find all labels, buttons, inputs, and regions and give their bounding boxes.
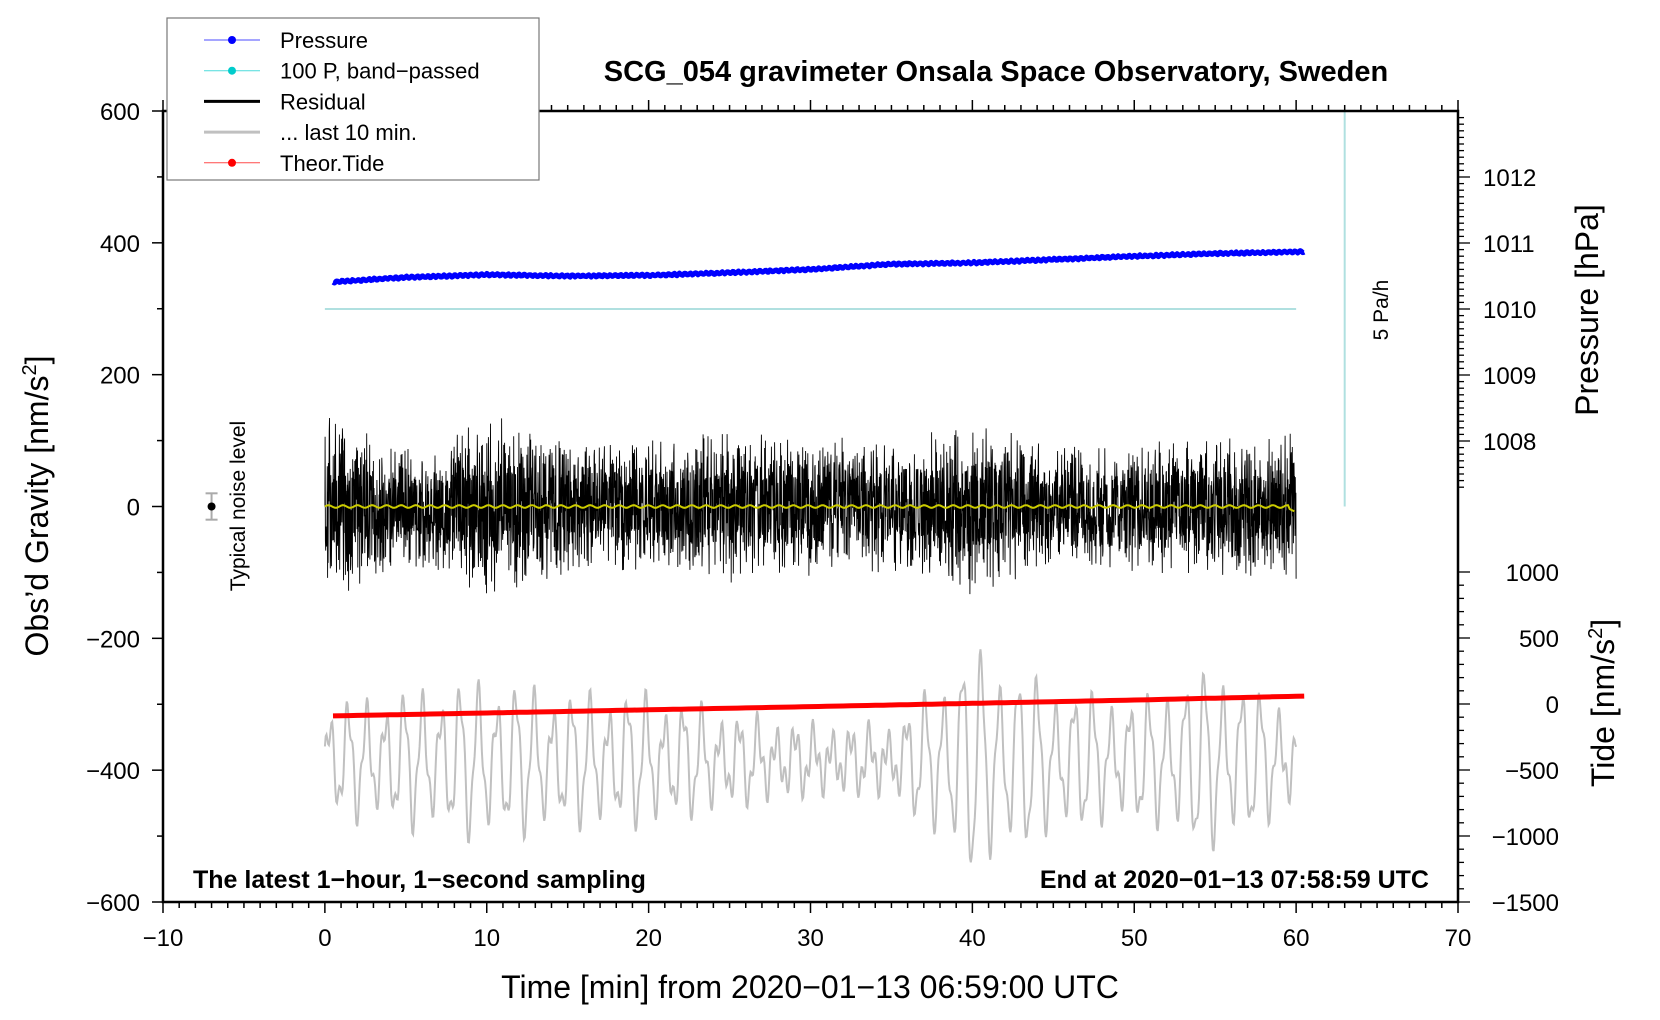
- x-tick-label: 30: [797, 925, 824, 952]
- series-theor-tide: [332, 693, 1305, 719]
- pressure-tick-label: 1010: [1483, 297, 1536, 324]
- y-tick-label: −600: [86, 890, 140, 917]
- series-residual-smoothed: [324, 504, 1295, 513]
- series-residual: [324, 417, 1297, 595]
- legend-label: Pressure: [280, 28, 368, 53]
- tide-tick-label: 1000: [1506, 560, 1559, 587]
- legend-label: ... last 10 min.: [280, 120, 417, 145]
- legend-marker: [228, 36, 236, 44]
- x-tick-label: 20: [635, 925, 662, 952]
- legend-box: [166, 17, 540, 181]
- axes-layer: −10 0 10 20 30 40 50 60 70 600 400 200 0 −200 −400 −600…: [86, 99, 1559, 952]
- data-layer: [205, 111, 1346, 863]
- x-tick-label: −10: [143, 925, 184, 952]
- annotation-noise-level: Typical noise level: [227, 421, 250, 591]
- pressure-tick-label: 1012: [1483, 165, 1536, 192]
- noise-point: [207, 502, 216, 511]
- tide-tick-label: −1500: [1492, 890, 1559, 917]
- pressure-axis-label: Pressure [hPa]: [1569, 204, 1605, 416]
- legend: Pressure 100 P, band−passed Residual ... la…: [166, 17, 540, 181]
- annotation-end-time: End at 2020−01−13 07:58:59 UTC: [1040, 866, 1429, 894]
- legend-label: Theor.Tide: [280, 151, 384, 176]
- x-tick-label: 60: [1283, 925, 1310, 952]
- y-tick-label: −200: [86, 626, 140, 653]
- x-tick-label: 10: [473, 925, 500, 952]
- y-tick-label: −400: [86, 758, 140, 785]
- x-axis-label: Time [min] from 2020−01−13 06:59:00 UTC: [501, 969, 1119, 1005]
- pressure-tick-label: 1011: [1483, 231, 1535, 258]
- pressure-tick-label: 1009: [1483, 363, 1536, 390]
- series-last-10-min: [323, 649, 1298, 863]
- chart-title: SCG_054 gravimeter Onsala Space Observat…: [604, 56, 1388, 88]
- tide-axis-label: Tide [nm/s2]: [1585, 619, 1621, 787]
- y-axis-label: Obs’d Gravity [nm/s2]: [19, 356, 55, 657]
- y-tick-label: 600: [100, 99, 140, 126]
- legend-marker: [228, 66, 236, 75]
- y-tick-label: 400: [100, 231, 140, 258]
- annotation-sampling: The latest 1−hour, 1−second sampling: [193, 866, 646, 894]
- legend-marker: [228, 158, 236, 167]
- tide-tick-label: −500: [1505, 758, 1559, 785]
- y-tick-label: 0: [127, 495, 140, 522]
- x-tick-label: 40: [959, 925, 986, 952]
- x-tick-label: 50: [1121, 925, 1148, 952]
- pressure-tick-label: 1008: [1483, 429, 1536, 456]
- y-tick-label: 200: [100, 363, 140, 390]
- tide-tick-label: 0: [1546, 692, 1559, 719]
- legend-label: Residual: [280, 89, 366, 114]
- legend-label: 100 P, band−passed: [280, 59, 480, 84]
- x-tick-label: 70: [1445, 925, 1472, 952]
- annotation-rate: 5 Pa/h: [1370, 280, 1393, 341]
- x-tick-label: 0: [318, 925, 331, 952]
- tide-tick-label: 500: [1519, 626, 1559, 653]
- series-pressure: [331, 248, 1306, 286]
- tide-tick-label: −1000: [1492, 824, 1559, 851]
